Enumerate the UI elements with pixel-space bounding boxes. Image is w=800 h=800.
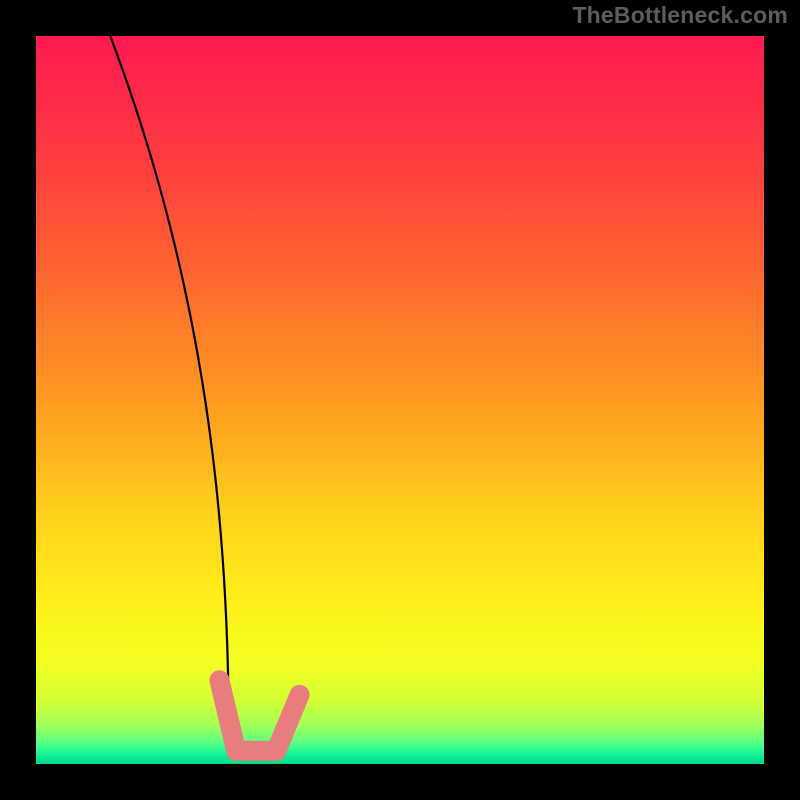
chart-root: TheBottleneck.com: [0, 0, 800, 800]
watermark-label: TheBottleneck.com: [572, 2, 788, 29]
plot-background: [36, 36, 764, 764]
chart-svg: [0, 0, 800, 800]
